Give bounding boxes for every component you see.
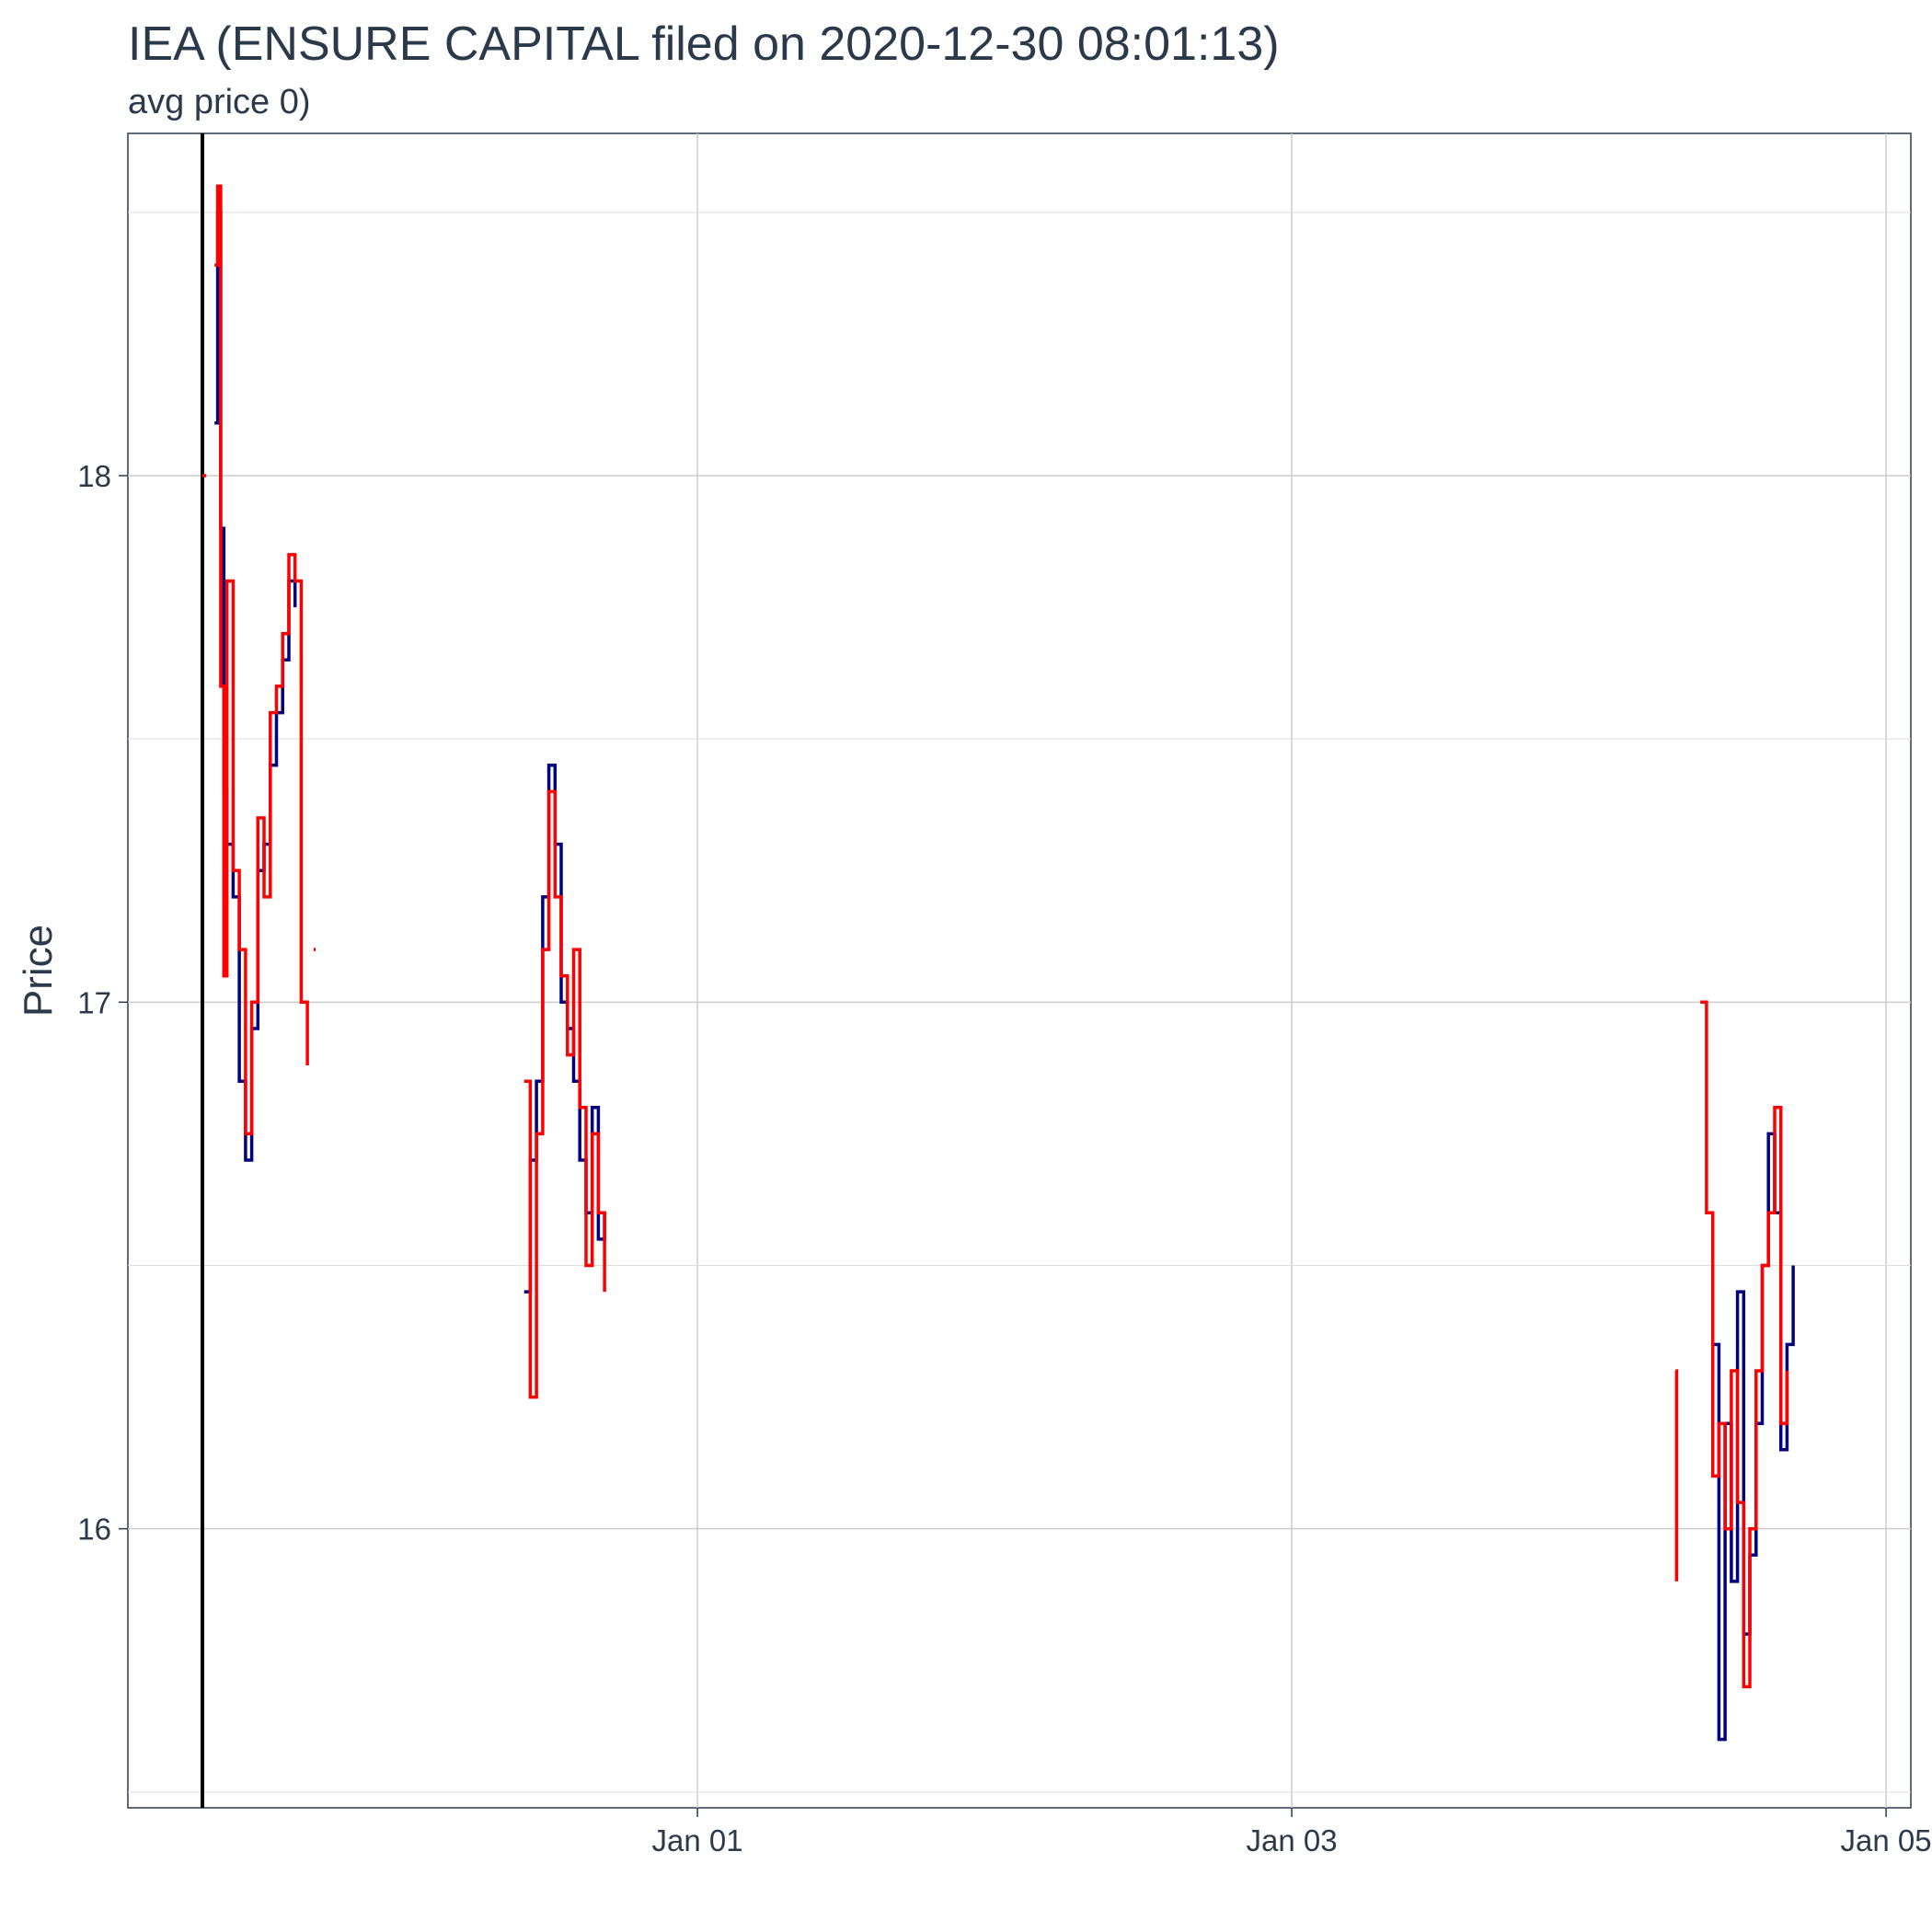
grid-minor <box>128 212 1911 1793</box>
y-tick-label: 18 <box>77 459 111 493</box>
x-tick-label: Jan 05 <box>1841 1823 1932 1857</box>
grid-major <box>128 133 1911 1808</box>
x-axis-ticks: Jan 01 Jan 03 Jan 05 <box>652 1808 1932 1857</box>
series-1-segment-3 <box>523 789 606 1399</box>
y-axis-ticks: 16 17 18 <box>77 459 128 1547</box>
series-0-segment-0 <box>214 211 297 1162</box>
series-1-segment-5 <box>1700 1000 1789 1689</box>
chart-subtitle: avg price 0) <box>128 83 311 121</box>
plot-panel <box>127 132 1912 1809</box>
series-1-segment-1 <box>214 184 309 1136</box>
y-tick-label: 17 <box>77 985 111 1019</box>
chart-title: IEA (ENSURE CAPITAL filed on 2020-12-30 … <box>128 17 1280 71</box>
series-1-segment-4 <box>1674 1369 1679 1581</box>
x-tick-label: Jan 01 <box>652 1823 743 1857</box>
x-tick-label: Jan 03 <box>1247 1823 1338 1857</box>
y-tick-label: 16 <box>77 1512 111 1547</box>
y-axis-label: Price <box>16 925 61 1017</box>
series-1 <box>201 184 1789 1689</box>
series-layer <box>201 184 1795 1742</box>
